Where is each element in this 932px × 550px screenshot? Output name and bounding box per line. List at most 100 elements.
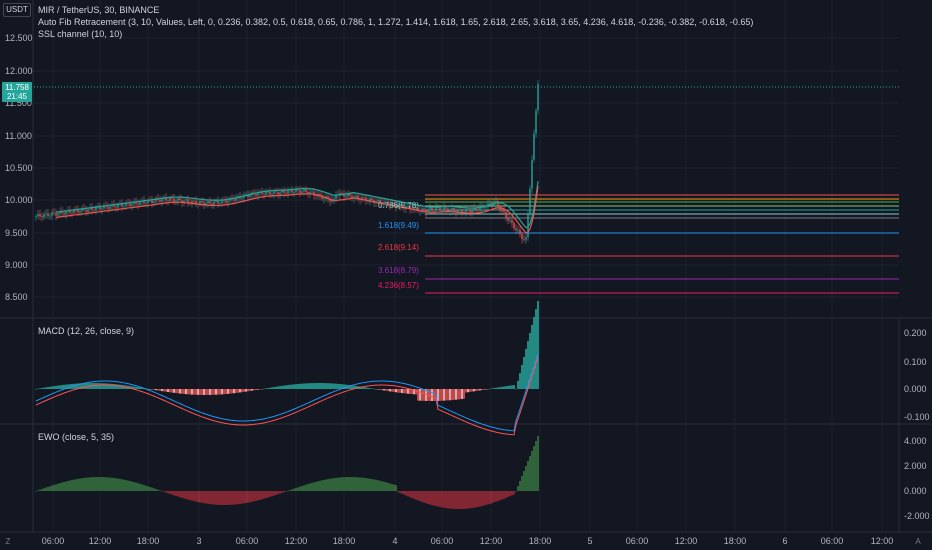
- price-axis-label: 9.000: [5, 260, 28, 270]
- candle-body: [445, 207, 447, 209]
- ewo-histogram-bar: [365, 478, 367, 491]
- candle-body: [327, 196, 329, 200]
- ewo-histogram-bar: [391, 483, 393, 491]
- ewo-histogram-bar: [177, 491, 179, 497]
- macd-histogram-bar: [383, 389, 385, 391]
- fib-legend[interactable]: Auto Fib Retracement (3, 10, Values, Lef…: [38, 17, 754, 27]
- ewo-histogram-bar: [65, 481, 67, 491]
- macd-histogram-bar: [469, 389, 471, 392]
- ssl-legend[interactable]: SSL channel (10, 10): [38, 29, 123, 39]
- macd-histogram-bar: [401, 389, 403, 394]
- candle-body: [55, 213, 57, 216]
- candle-body: [473, 207, 475, 211]
- ewo-histogram-bar: [87, 477, 89, 491]
- ewo-histogram-bar: [373, 479, 375, 491]
- candle-body: [333, 198, 335, 200]
- macd-histogram-bar: [509, 385, 511, 389]
- candle-body: [47, 213, 49, 217]
- macd-histogram-bar: [315, 383, 317, 389]
- macd-histogram-bar: [405, 389, 407, 394]
- macd-histogram-bar: [99, 383, 101, 389]
- candle-body: [469, 210, 471, 213]
- candle-body: [165, 197, 167, 201]
- ewo-histogram-bar: [495, 491, 497, 502]
- macd-histogram-bar: [489, 388, 491, 390]
- macd-axis-label: -0.100: [904, 412, 930, 422]
- candle-body: [427, 209, 429, 213]
- candle-body: [413, 207, 415, 210]
- macd-histogram-bar: [519, 373, 521, 389]
- auto-scale-button[interactable]: A: [915, 537, 921, 546]
- macd-histogram-bar: [97, 383, 99, 389]
- candle-body: [135, 201, 137, 204]
- ewo-histogram-bar: [291, 489, 293, 491]
- macd-histogram-bar: [397, 389, 399, 393]
- candle-body: [461, 209, 463, 213]
- candle-body: [421, 208, 423, 211]
- candle-body: [35, 216, 37, 218]
- candle-body: [323, 198, 325, 200]
- ewo-histogram-bar: [475, 491, 477, 508]
- ewo-histogram-bar: [165, 491, 167, 493]
- ewo-legend[interactable]: EWO (close, 5, 35): [38, 432, 115, 442]
- ewo-histogram-bar: [233, 491, 235, 505]
- macd-legend[interactable]: MACD (12, 26, close, 9): [38, 326, 135, 336]
- candle-body: [447, 208, 449, 212]
- timezone-toggle-button[interactable]: Z: [5, 537, 11, 546]
- ewo-histogram-bar: [505, 491, 507, 498]
- macd-histogram-bar: [107, 383, 109, 389]
- ewo-histogram-bar: [213, 491, 215, 505]
- candle-body: [45, 213, 47, 215]
- time-axis-label: 12:00: [675, 536, 698, 546]
- macd-histogram-bar: [495, 387, 497, 389]
- macd-histogram-bar: [247, 389, 249, 392]
- ewo-histogram-bar: [205, 491, 207, 504]
- macd-histogram-bar: [501, 386, 503, 389]
- candle-body: [39, 214, 41, 217]
- candle-body: [329, 199, 331, 202]
- candle-body: [297, 189, 299, 191]
- macd-histogram-bar: [339, 384, 341, 389]
- macd-histogram-bar: [237, 389, 239, 393]
- time-axis-label: 06:00: [236, 536, 259, 546]
- candle-body: [217, 200, 219, 204]
- ewo-histogram-bar: [173, 491, 175, 496]
- ewo-histogram-bar: [39, 489, 41, 491]
- ewo-histogram-bar: [121, 479, 123, 491]
- macd-histogram-bar: [95, 383, 97, 389]
- ewo-histogram-bar: [73, 479, 75, 491]
- macd-histogram-bar: [45, 387, 47, 389]
- macd-histogram-bar: [239, 389, 241, 393]
- ewo-histogram-bar: [375, 479, 377, 491]
- ewo-histogram-bar: [503, 491, 505, 499]
- candle-body: [227, 200, 229, 203]
- macd-histogram-bar: [259, 389, 261, 390]
- ewo-histogram-bar: [465, 491, 467, 509]
- macd-histogram-bar: [157, 389, 159, 391]
- macd-line: [35, 353, 539, 432]
- macd-histogram-bar: [365, 387, 367, 389]
- candle-body: [495, 201, 497, 204]
- ewo-histogram-bar: [101, 477, 103, 491]
- macd-histogram-bar: [459, 389, 461, 400]
- macd-histogram-bar: [153, 389, 155, 390]
- ewo-histogram-bar: [491, 491, 493, 504]
- candle-body: [401, 204, 403, 207]
- symbol-legend[interactable]: MIR / TetherUS, 30, BINANCE: [38, 5, 160, 15]
- macd-histogram-bar: [381, 389, 383, 391]
- macd-histogram-bar: [451, 389, 453, 401]
- macd-histogram-bar: [195, 389, 197, 395]
- candle-body: [179, 198, 181, 201]
- macd-histogram-bar: [193, 389, 195, 395]
- time-axis-label: 12:00: [871, 536, 894, 546]
- macd-histogram-bar: [283, 385, 285, 389]
- candle-body: [331, 199, 333, 202]
- ewo-histogram-bar: [327, 479, 329, 491]
- ewo-histogram-bar: [57, 483, 59, 491]
- macd-histogram-bar: [343, 384, 345, 389]
- ewo-histogram-bar: [481, 491, 483, 507]
- candle-body: [501, 210, 503, 212]
- macd-histogram-bar: [507, 385, 509, 389]
- currency-badge[interactable]: USDT: [3, 3, 31, 17]
